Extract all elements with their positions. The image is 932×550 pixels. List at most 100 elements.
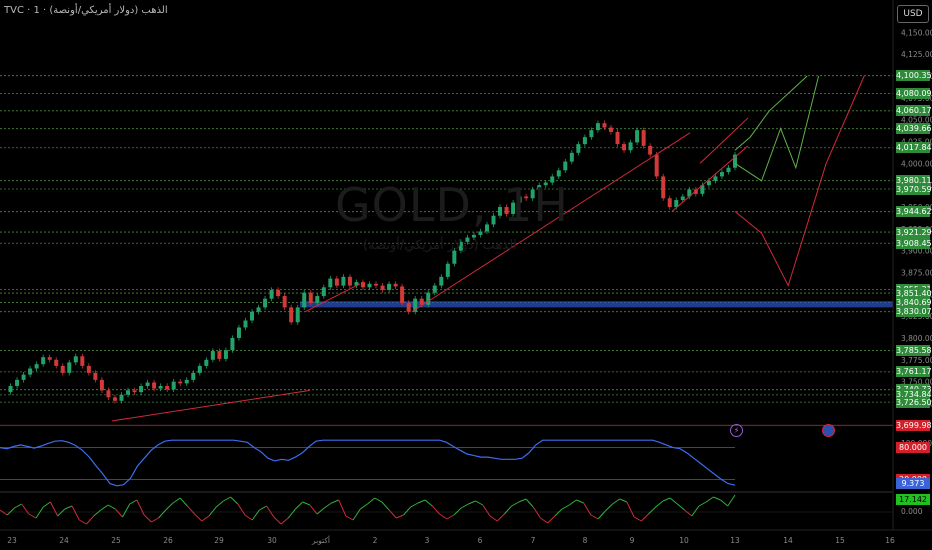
price-level-tag: 3,840.694 (896, 296, 932, 308)
candle-body (674, 200, 679, 207)
candle-body (550, 176, 555, 183)
candle-body (569, 152, 574, 162)
candle-body (217, 351, 222, 359)
price-level-tag: 3,921.294 (896, 226, 932, 238)
oscillator-segment (273, 516, 282, 525)
candle-body (230, 337, 235, 351)
oscillator-segment (331, 499, 339, 504)
candle-body (191, 372, 196, 380)
oscillator-segment (468, 500, 476, 505)
currency-button[interactable]: USD (897, 5, 929, 23)
y-tick-label: 3,875.000 (901, 268, 932, 277)
symbol-header: TVC · 1 · الذهب (دولار أمريكي/أونصة) (4, 5, 168, 16)
candle-body (126, 390, 131, 395)
price-level-tag: 3,830.075 (896, 306, 932, 318)
oscillator-segment (316, 507, 325, 515)
oscillator-segment (374, 497, 383, 503)
candle-body (289, 307, 294, 323)
candle-body (615, 131, 620, 145)
candle-body (93, 372, 98, 380)
us-flag-icon[interactable] (822, 424, 835, 437)
candle-body (367, 283, 372, 288)
candle-body (465, 237, 470, 242)
x-tick-label: 9 (630, 536, 635, 545)
candle-body (582, 137, 587, 145)
candle-body (28, 368, 33, 375)
price-level-tag: 4,017.845 (896, 142, 932, 154)
oscillator-segment (482, 504, 491, 517)
oscillator-segment (367, 497, 376, 505)
price-level-tag: 3,908.453 (896, 237, 932, 249)
oscillator-segment (460, 503, 469, 509)
candle-body (360, 282, 365, 288)
x-tick-label: 6 (478, 536, 483, 545)
y-tick-label: 3,900.000 (901, 247, 932, 256)
oscillator-segment (410, 502, 419, 508)
oscillator-segment (511, 501, 520, 507)
x-tick-label: 16 (885, 536, 895, 545)
lightning-icon[interactable]: ⚡ (730, 424, 743, 437)
oscillator-segment (122, 503, 131, 518)
oscillator-segment (475, 500, 484, 506)
candle-body (387, 283, 392, 290)
candle-body (713, 176, 718, 181)
trendline (411, 132, 691, 313)
candle-body (648, 145, 653, 155)
candle-body (112, 397, 117, 401)
candle-body (706, 180, 711, 186)
candle-body (152, 382, 157, 389)
trendline (671, 145, 749, 212)
x-tick-label: 13 (730, 536, 740, 545)
candle-body (295, 307, 300, 323)
candle-body (263, 298, 268, 308)
oscillator-segment (57, 508, 66, 517)
oscillator-segment (453, 507, 462, 516)
candle-body (471, 234, 476, 238)
oscillator-segment (0, 509, 8, 516)
projection-bearish (734, 75, 865, 287)
price-level-tag: 3,726.501 (896, 396, 932, 408)
support-zone (300, 301, 893, 308)
oscillator-segment (93, 509, 102, 517)
candle-body (119, 394, 124, 401)
candle-body (250, 311, 255, 321)
oscillator-segment (655, 500, 664, 508)
candle-body (413, 298, 418, 312)
oscillator-segment (251, 509, 260, 521)
candle-body (563, 161, 568, 171)
price-level-tag: 4,060.172 (896, 105, 932, 117)
price-level-tag: 3,734.849 (896, 389, 932, 401)
oscillator-segment (568, 499, 577, 506)
oscillator-segment (532, 506, 541, 519)
oscillator-segment (287, 508, 296, 519)
oscillator-segment (698, 501, 707, 507)
trendline (111, 389, 311, 422)
oscillator-segment (561, 504, 570, 510)
candle-body (60, 365, 65, 373)
oscillator-segment (158, 509, 167, 519)
price-level-tag: 3,761.175 (896, 366, 932, 378)
x-tick-label: 15 (835, 536, 845, 545)
oscillator-segment (590, 514, 599, 520)
oscillator-segment (576, 499, 584, 504)
oscillator-segment (14, 503, 22, 509)
oscillator-segment (388, 509, 397, 519)
x-tick-label: 30 (267, 536, 277, 545)
candle-body (223, 350, 228, 359)
oscillator-segment (669, 497, 678, 505)
candle-body (680, 196, 685, 201)
rsi-current-tag: 9.373 (896, 478, 930, 489)
candle-body (158, 385, 163, 389)
y-tick-label: 3,800.000 (901, 334, 932, 343)
price-level-tag: 3,980.119 (896, 175, 932, 187)
candle-body (667, 198, 672, 207)
oscillator-segment (143, 514, 152, 523)
oscillator-segment (100, 504, 109, 511)
candle-body (511, 202, 516, 214)
x-tick-label: أكتوبر (311, 535, 330, 545)
y-tick-label: 3,750.000 (901, 378, 932, 387)
oscillator-segment (35, 506, 44, 519)
oscillator-segment (554, 508, 563, 517)
candle-body (654, 154, 659, 177)
